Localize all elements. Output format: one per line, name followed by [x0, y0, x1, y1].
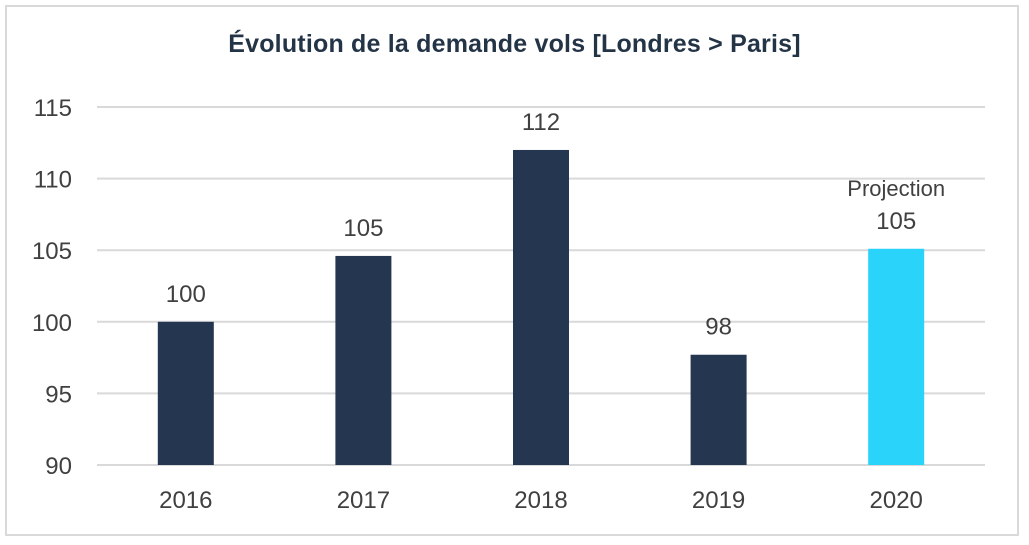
y-tick-label: 105 — [32, 238, 72, 265]
y-tick-label: 100 — [32, 310, 72, 337]
data-label-2017: 105 — [343, 215, 383, 242]
y-tick-label: 110 — [34, 167, 72, 194]
bar-2019 — [690, 354, 747, 465]
data-label-2018: 112 — [522, 109, 560, 136]
data-label-2016: 100 — [166, 281, 206, 308]
data-labels: 100 105 112 98 105 Projection — [166, 109, 945, 341]
bar-2017 — [335, 255, 392, 465]
x-axis-tick-labels: 2016 2017 2018 2019 2020 — [159, 487, 923, 514]
x-tick-label-2017: 2017 — [337, 487, 390, 514]
data-label-2020: 105 — [876, 208, 916, 235]
x-tick-label-2020: 2020 — [870, 487, 923, 514]
y-tick-label: 115 — [34, 95, 72, 122]
data-label-2019: 98 — [705, 314, 732, 341]
bar-2016 — [157, 321, 214, 465]
y-tick-label: 95 — [45, 381, 72, 408]
chart-title: Évolution de la demande vols [Londres > … — [228, 30, 801, 58]
x-tick-label-2018: 2018 — [514, 487, 567, 514]
y-axis-tick-labels: 90 95 100 105 110 115 — [32, 95, 72, 480]
y-tick-label: 90 — [45, 453, 72, 480]
bar-2018 — [513, 149, 569, 465]
x-tick-label-2019: 2019 — [692, 487, 745, 514]
bars — [157, 149, 925, 465]
annotation-2020: Projection — [847, 176, 945, 201]
bar-2020 — [868, 248, 925, 465]
x-tick-label-2016: 2016 — [159, 487, 212, 514]
